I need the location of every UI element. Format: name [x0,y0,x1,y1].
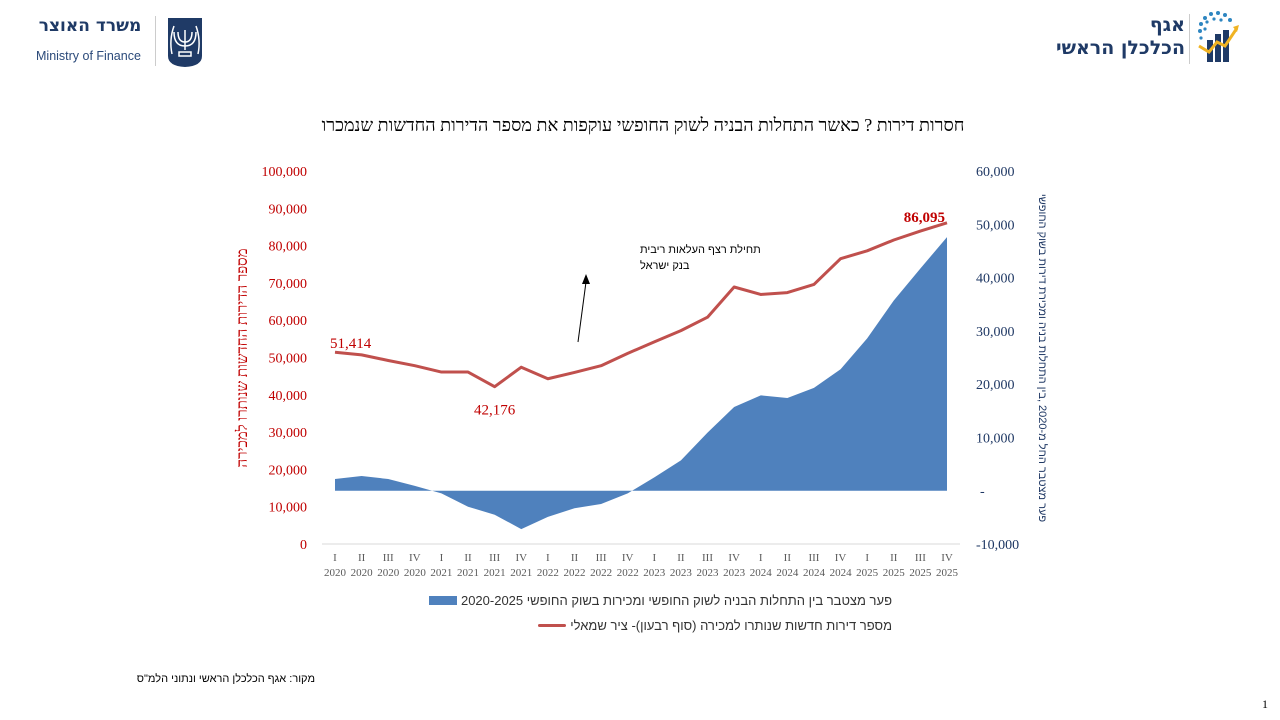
x-tick-quarter: II [890,552,898,564]
right-axis-tick-label: 40,000 [976,272,1015,287]
x-tick-year: 2024 [776,567,799,579]
legend-item-area: פער מצטבר בין התחלות הבניה לשוק החופשי ו… [428,593,892,608]
x-tick-year: 2021 [484,567,506,579]
annotation-arrow [577,281,587,343]
right-axis-tick-label: 60,000 [976,165,1015,180]
x-tick-quarter: II [784,552,792,564]
left-axis-tick-label: 90,000 [269,202,308,217]
x-tick-quarter: III [702,552,713,564]
area-series-cumulative-gap [335,237,947,530]
x-tick-quarter: IV [835,552,847,564]
left-axis-title: מספר הדירות החדשות שנותרו למכירה [234,248,251,467]
right-axis-tick-label: 10,000 [976,431,1015,446]
x-tick-year: 2020 [404,567,427,579]
right-axis-tick-label: 50,000 [976,218,1015,233]
legend-item-line: מספר דירות חדשות שנותרו למכירה (סוף רבעו… [538,618,892,633]
x-tick-year: 2023 [670,567,693,579]
data-label: 51,414 [330,336,372,352]
x-tick-quarter: I [546,552,550,564]
x-tick-year: 2024 [750,567,773,579]
left-axis-tick-label: 10,000 [269,501,308,516]
chief-economist-logo-line2: הכלכלן הראשי [1055,37,1185,59]
left-axis-tick-label: 100,000 [262,165,308,180]
x-tick-quarter: I [333,552,337,564]
x-tick-year: 2020 [324,567,347,579]
annotation-text: בנק ישראל [640,259,690,272]
logo-divider [155,16,156,66]
left-axis-tick-label: 40,000 [269,389,308,404]
right-axis-title: פער מצטבר החל מ-2020 ,בין התחלות בניה ומ… [1036,194,1049,523]
x-tick-quarter: II [677,552,685,564]
x-tick-quarter: I [865,552,869,564]
left-axis-tick-label: 0 [300,538,307,553]
x-tick-quarter: I [440,552,444,564]
x-tick-quarter: II [571,552,579,564]
right-axis-tick-label: -10,000 [976,538,1019,553]
chief-economist-logo: אגף הכלכלן הראשי [1055,10,1245,70]
x-tick-year: 2024 [830,567,853,579]
x-tick-quarter: I [652,552,656,564]
x-tick-quarter: III [915,552,926,564]
ministry-logo-english: Ministry of Finance [36,49,141,63]
annotation-arrowhead-icon [582,274,590,284]
x-tick-year: 2023 [723,567,746,579]
chart-title: חסרות דירות ? כאשר התחלות הבניה לשוק החו… [321,115,965,135]
left-axis-tick-label: 60,000 [269,314,308,329]
x-tick-year: 2025 [909,567,932,579]
x-tick-year: 2025 [936,567,959,579]
left-axis-tick-label: 30,000 [269,426,308,441]
left-axis-tick-label: 80,000 [269,240,308,255]
x-tick-year: 2023 [697,567,720,579]
x-tick-year: 2022 [617,567,639,579]
x-tick-quarter: IV [728,552,740,564]
x-tick-year: 2022 [537,567,559,579]
left-axis-tick-label: 20,000 [269,463,308,478]
data-label: 86,095 [904,210,945,226]
x-tick-year: 2021 [430,567,452,579]
x-tick-year: 2020 [351,567,374,579]
x-tick-quarter: IV [941,552,953,564]
x-tick-year: 2025 [883,567,906,579]
x-tick-quarter: IV [409,552,421,564]
data-label: 42,176 [474,403,516,419]
right-axis-tick-label: 20,000 [976,378,1015,393]
x-tick-quarter: IV [622,552,634,564]
logo-divider [1189,14,1190,64]
x-tick-quarter: III [596,552,607,564]
legend-label-line: מספר דירות חדשות שנותרו למכירה (סוף רבעו… [570,618,892,633]
x-tick-quarter: II [464,552,472,564]
x-tick-year: 2021 [510,567,532,579]
legend-swatch-line [538,624,567,627]
chief-economist-logo-line1: אגף [1149,14,1185,36]
x-tick-quarter: IV [515,552,527,564]
ministry-logo-hebrew: משרד האוצר [38,16,142,36]
ministry-of-finance-logo: משרד האוצר Ministry of Finance [30,12,210,70]
x-tick-year: 2023 [643,567,666,579]
x-tick-quarter: II [358,552,366,564]
x-tick-year: 2021 [457,567,479,579]
legend-swatch-area [428,596,457,605]
x-tick-quarter: I [759,552,763,564]
line-series-unsold-apartments [334,221,948,389]
left-axis-tick-label: 70,000 [269,277,308,292]
x-tick-quarter: III [383,552,394,564]
x-tick-year: 2020 [377,567,400,579]
page-number: 1 [1262,697,1268,711]
x-tick-quarter: III [489,552,500,564]
state-emblem-icon [168,18,202,67]
source-note: מקור: אגף הכלכלן הראשי ונתוני הלמ"ס [136,673,315,685]
legend-label-area: פער מצטבר בין התחלות הבניה לשוק החופשי ו… [460,593,892,608]
annotation-text: תחילת רצף העלאות ריבית [640,243,761,256]
x-tick-quarter: III [808,552,819,564]
x-tick-year: 2022 [563,567,585,579]
x-tick-year: 2022 [590,567,612,579]
right-axis-tick-label: - [980,485,985,500]
x-tick-year: 2025 [856,567,879,579]
right-axis-tick-label: 30,000 [976,325,1015,340]
x-tick-year: 2024 [803,567,826,579]
growth-chart-icon [1198,11,1239,62]
left-axis-tick-label: 50,000 [269,352,308,367]
